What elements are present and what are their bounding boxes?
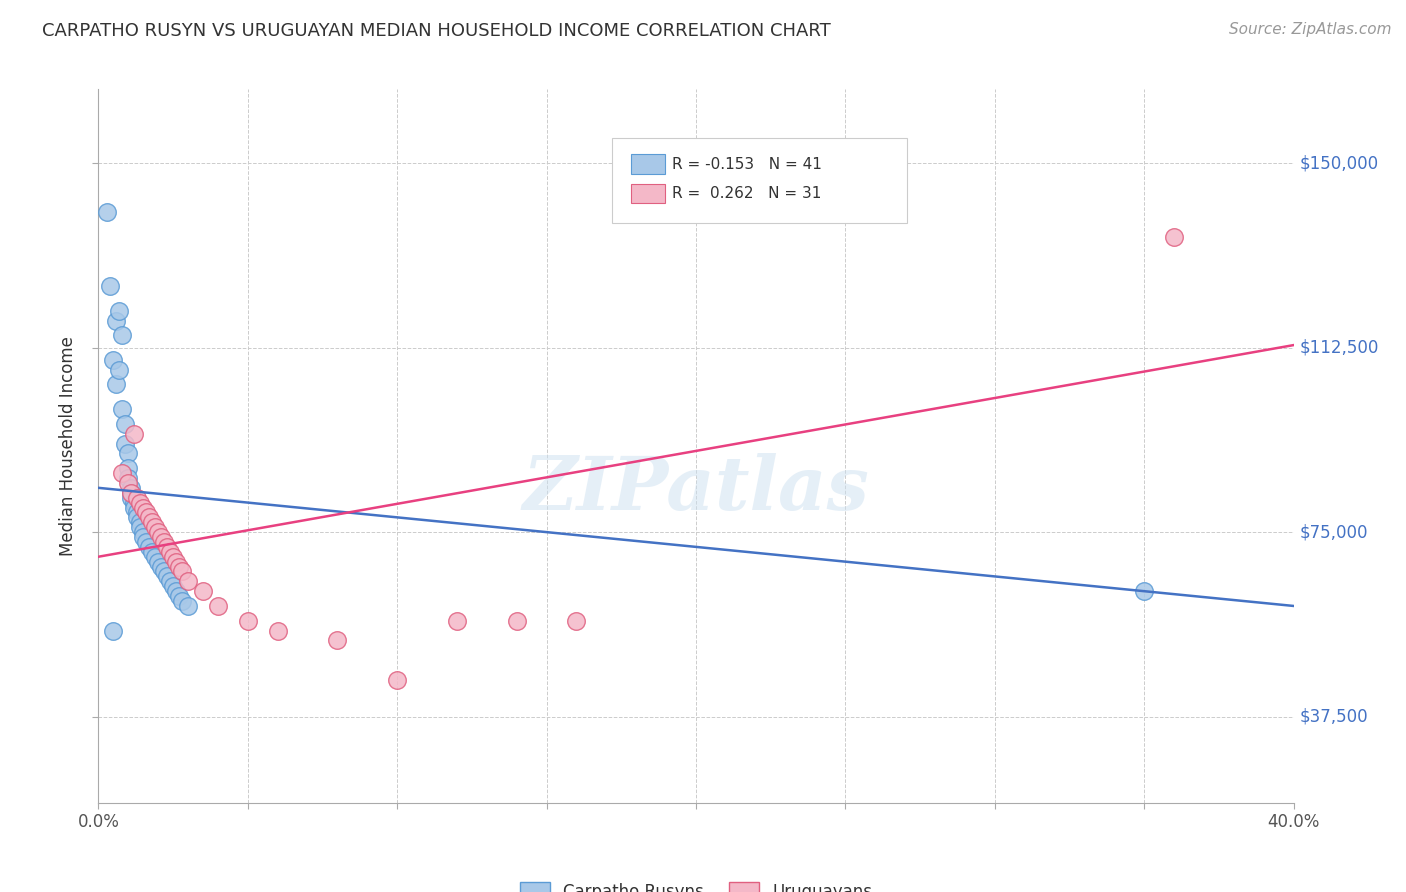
Point [167, 589, 190, 603]
Point [1133, 584, 1156, 599]
Point [129, 520, 152, 534]
Text: Source: ZipAtlas.com: Source: ZipAtlas.com [1229, 22, 1392, 37]
Point [143, 520, 166, 534]
Legend: Carpatho Rusyns, Uruguayans: Carpatho Rusyns, Uruguayans [513, 875, 879, 892]
Point [172, 594, 194, 608]
Point [159, 574, 181, 589]
Point [120, 485, 142, 500]
Point [153, 535, 176, 549]
Point [124, 495, 146, 509]
Point [120, 485, 142, 500]
Text: $112,500: $112,500 [1299, 339, 1379, 357]
Point [172, 565, 194, 579]
Point [153, 565, 176, 579]
Text: ZIPatlas: ZIPatlas [523, 452, 869, 525]
Point [143, 549, 166, 564]
Point [129, 495, 152, 509]
Point [267, 624, 290, 638]
Point [162, 549, 184, 564]
Point [105, 377, 128, 392]
Point [135, 505, 157, 519]
Point [132, 530, 155, 544]
Point [108, 303, 131, 318]
Point [120, 481, 142, 495]
Point [132, 500, 155, 515]
Point [108, 362, 131, 376]
Point [111, 328, 134, 343]
Point [120, 491, 142, 505]
Point [96, 205, 118, 219]
Point [127, 505, 149, 519]
Point [148, 525, 170, 540]
Point [124, 500, 146, 515]
Point [150, 559, 173, 574]
Text: $75,000: $75,000 [1299, 523, 1368, 541]
Point [565, 614, 588, 628]
Point [177, 574, 200, 589]
Y-axis label: Median Household Income: Median Household Income [59, 336, 77, 556]
Point [326, 633, 349, 648]
Point [117, 446, 139, 460]
Point [127, 510, 149, 524]
Point [124, 426, 146, 441]
Point [117, 471, 139, 485]
Point [148, 555, 170, 569]
Point [446, 614, 468, 628]
Point [150, 530, 173, 544]
Point [159, 545, 181, 559]
Point [177, 599, 200, 613]
Point [138, 540, 160, 554]
Point [129, 516, 152, 530]
Text: $150,000: $150,000 [1299, 154, 1379, 172]
Point [141, 516, 163, 530]
Point [165, 584, 187, 599]
Point [165, 555, 187, 569]
Point [98, 279, 122, 293]
Point [114, 436, 136, 450]
Text: CARPATHO RUSYN VS URUGUAYAN MEDIAN HOUSEHOLD INCOME CORRELATION CHART: CARPATHO RUSYN VS URUGUAYAN MEDIAN HOUSE… [42, 22, 831, 40]
Point [236, 614, 259, 628]
Point [114, 417, 136, 431]
Point [103, 352, 125, 367]
Text: $37,500: $37,500 [1299, 707, 1368, 726]
Point [111, 402, 134, 417]
Point [135, 535, 157, 549]
Text: R =  0.262   N = 31: R = 0.262 N = 31 [672, 186, 821, 201]
Point [167, 559, 190, 574]
Point [191, 584, 214, 599]
Text: R = -0.153   N = 41: R = -0.153 N = 41 [672, 157, 823, 171]
Point [385, 673, 409, 687]
Point [1163, 230, 1185, 244]
Point [132, 525, 155, 540]
Point [138, 510, 160, 524]
Point [103, 624, 125, 638]
Point [117, 475, 139, 490]
Point [111, 466, 134, 480]
Point [156, 569, 179, 583]
Point [156, 540, 179, 554]
Point [207, 599, 229, 613]
Point [127, 491, 149, 505]
Point [117, 461, 139, 475]
Point [506, 614, 529, 628]
Point [105, 313, 128, 327]
Point [141, 545, 163, 559]
Point [162, 579, 184, 593]
